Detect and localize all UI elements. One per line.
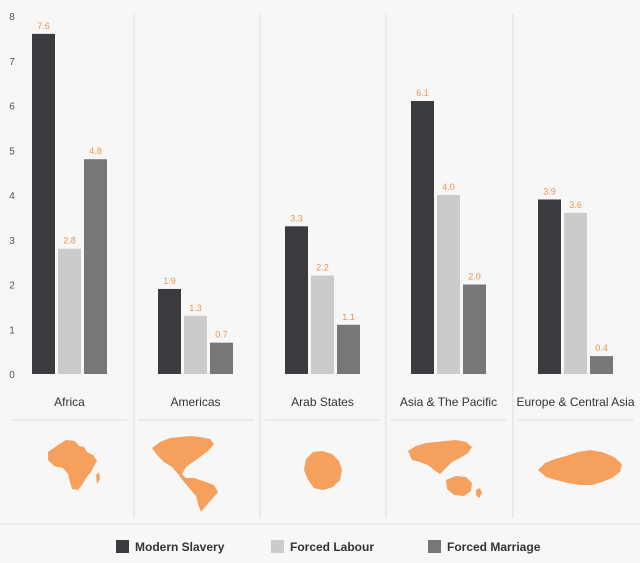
africa-map-icon	[48, 440, 97, 490]
legend-label: Forced Labour	[290, 540, 374, 554]
value-label: 0.7	[215, 330, 228, 340]
value-label: 3.9	[543, 186, 556, 196]
madagascar-map-icon	[96, 472, 100, 484]
value-label: 3.3	[290, 213, 303, 223]
y-tick-label: 2	[9, 281, 15, 292]
category-label: Americas	[170, 395, 220, 409]
bar-modern-slavery	[411, 101, 434, 375]
legend-swatch	[428, 540, 441, 553]
bar-forced-marriage	[210, 342, 233, 374]
pacific-islands-map-icon	[476, 488, 482, 498]
legend-swatch	[271, 540, 284, 553]
value-label: 6.1	[416, 88, 429, 98]
value-label: 4.8	[89, 146, 102, 156]
bar-modern-slavery	[285, 226, 308, 374]
y-tick-label: 3	[9, 236, 15, 247]
y-tick-label: 7	[9, 57, 15, 68]
bar-forced-labour	[58, 248, 81, 374]
category-label: Europe & Central Asia	[516, 395, 634, 409]
bar-forced-labour	[184, 315, 207, 374]
y-tick-label: 6	[9, 102, 15, 113]
bar-forced-labour	[564, 212, 587, 374]
value-label: 4.0	[442, 182, 455, 192]
value-label: 2.2	[316, 263, 329, 273]
y-tick-label: 4	[9, 191, 15, 202]
asia-pacific-map-icon	[408, 440, 472, 474]
y-tick-label: 1	[9, 325, 15, 336]
value-label: 7.6	[37, 21, 50, 31]
legend-label: Forced Marriage	[447, 540, 541, 554]
value-label: 1.9	[163, 276, 176, 286]
americas-map-icon	[152, 436, 218, 512]
australia-map-icon	[446, 476, 472, 496]
value-label: 2.0	[468, 272, 481, 282]
arab-states-map-icon	[304, 451, 342, 490]
value-label: 1.1	[342, 312, 355, 322]
y-tick-label: 5	[9, 146, 15, 157]
europe-central-asia-map-icon	[538, 450, 622, 485]
category-label: Arab States	[291, 395, 354, 409]
bar-forced-marriage	[84, 159, 107, 374]
legend-label: Modern Slavery	[135, 540, 225, 554]
bar-forced-marriage	[590, 356, 613, 374]
bar-forced-labour	[311, 275, 334, 374]
value-label: 0.4	[595, 343, 608, 353]
y-tick-label: 0	[9, 370, 15, 381]
y-tick-label: 8	[9, 12, 15, 23]
value-label: 3.6	[569, 200, 582, 210]
category-label: Asia & The Pacific	[400, 395, 497, 409]
category-label: Africa	[54, 395, 85, 409]
bar-forced-labour	[437, 195, 460, 374]
bar-forced-marriage	[463, 284, 486, 374]
value-label: 2.8	[63, 236, 76, 246]
value-label: 1.3	[189, 303, 202, 313]
bar-modern-slavery	[538, 199, 561, 374]
bar-modern-slavery	[158, 288, 181, 374]
legend-swatch	[116, 540, 129, 553]
bar-forced-marriage	[337, 324, 360, 374]
bar-modern-slavery	[32, 33, 55, 375]
